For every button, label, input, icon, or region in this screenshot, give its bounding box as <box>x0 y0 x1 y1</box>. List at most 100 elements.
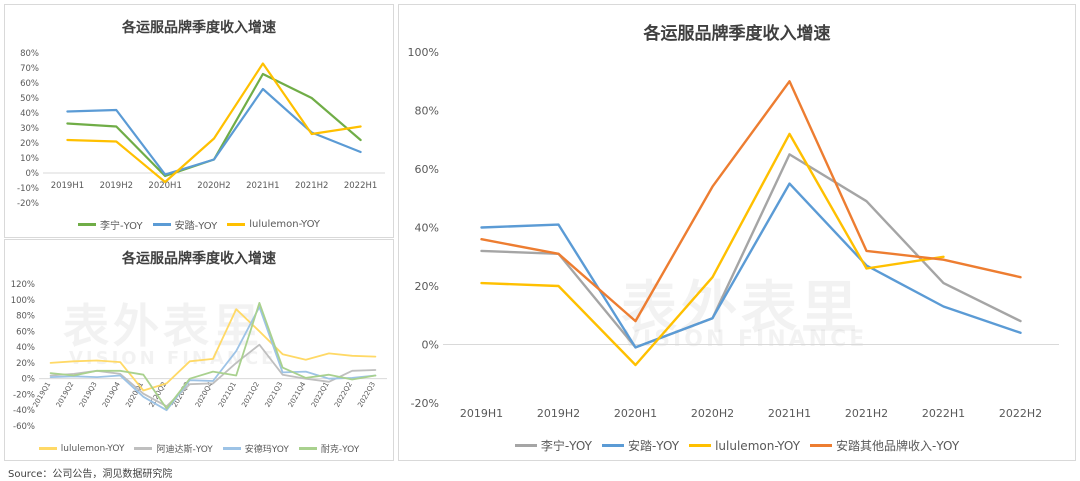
x-tick-label: 2021H2 <box>295 181 328 191</box>
x-tick-label: 2021H2 <box>845 407 888 420</box>
x-tick-label: 2021Q1 <box>217 381 238 409</box>
y-tick-label: 80% <box>415 104 439 117</box>
x-tick-label: 2022H1 <box>922 407 965 420</box>
x-tick-label: 2019H1 <box>460 407 503 420</box>
y-tick-label: 100% <box>408 46 439 59</box>
legend-item: 李宁-YOY <box>514 437 592 454</box>
legend-label: 阿迪达斯-YOY <box>156 445 213 455</box>
legend-label: lululemon-YOY <box>715 438 801 453</box>
chart-legend: 李宁-YOY 安踏-YOY lululemon-YOY 安踏其他品牌收入-YOY <box>399 437 1075 454</box>
series-line <box>66 72 362 178</box>
y-tick-label: 60% <box>20 79 39 89</box>
y-tick-label: 40% <box>20 109 39 119</box>
x-tick-label: 2021Q3 <box>264 381 285 409</box>
legend-item: 李宁-YOY <box>78 217 143 232</box>
series-line <box>49 308 377 392</box>
chart-panel-bottom-left: 表外表里 VISION FINANCE 各运服品牌季度收入增速 120% 100%… <box>4 239 394 461</box>
x-tick-label: 2019H2 <box>537 407 580 420</box>
y-tick-label: 120% <box>11 280 35 290</box>
legend-item: 安踏-YOY <box>152 217 218 232</box>
legend-swatch <box>134 447 153 450</box>
legend-swatch <box>227 223 246 226</box>
legend-label: 安踏-YOY <box>174 221 218 232</box>
chart-panel-top-left: 各运服品牌季度收入增速 80% 70% 60% 50% 40% 30% 20% 10% 0% -1… <box>4 4 394 238</box>
y-tick-label: 40% <box>16 343 35 353</box>
legend-item: 耐克-YOY <box>298 442 360 455</box>
x-tick-label: 2020H1 <box>614 407 657 420</box>
y-tick-label: 40% <box>415 221 439 234</box>
legend-label: 耐克-YOY <box>320 445 360 455</box>
y-tick-label: -10% <box>17 184 39 194</box>
y-tick-label: 100% <box>11 296 35 306</box>
legend-label: 李宁-YOY <box>100 221 143 232</box>
x-tick-label: 2019H2 <box>100 181 133 191</box>
legend-label: 安踏其他品牌收入-YOY <box>836 439 960 453</box>
legend-item: lululemon-YOY <box>227 219 320 230</box>
x-tick-label: 2021Q2 <box>240 381 261 409</box>
series-line <box>66 62 362 184</box>
chart-title: 各运服品牌季度收入增速 <box>122 251 276 267</box>
legend-item: 阿迪达斯-YOY <box>134 442 213 455</box>
y-tick-label: 10% <box>20 154 39 164</box>
y-tick-label: 20% <box>415 280 439 293</box>
chart-title: 各运服品牌季度收入增速 <box>643 24 831 44</box>
series-line <box>49 343 377 408</box>
x-tick-label: 2021H1 <box>768 407 811 420</box>
y-tick-label: -20% <box>411 397 439 410</box>
y-tick-label: 0% <box>26 169 40 179</box>
x-tick-label: 2022Q1 <box>310 381 331 409</box>
legend-label: lululemon-YOY <box>60 443 125 454</box>
legend-item: 安踏其他品牌收入-YOY <box>810 437 959 454</box>
legend-swatch <box>298 447 317 450</box>
x-tick-label: 2020H1 <box>148 181 181 191</box>
y-tick-label: -40% <box>13 406 35 416</box>
legend-item: lululemon-YOY <box>689 439 800 453</box>
legend-item: 安踏-YOY <box>601 437 680 454</box>
legend-swatch <box>222 447 241 450</box>
x-tick-label: 2019Q2 <box>55 381 76 409</box>
x-tick-label: 2022Q3 <box>356 381 377 409</box>
legend-swatch <box>152 223 171 226</box>
y-tick-label: 60% <box>415 163 439 176</box>
legend-swatch <box>514 444 537 447</box>
y-tick-label: 60% <box>16 327 35 337</box>
series-line <box>480 132 945 367</box>
source-note: Source：公司公告，洞见数据研究院 <box>8 469 173 480</box>
y-tick-label: 20% <box>20 139 39 149</box>
y-tick-label: -60% <box>13 422 35 432</box>
series-line <box>49 302 377 410</box>
legend-swatch <box>810 444 833 447</box>
series-line <box>480 80 1022 323</box>
chart-panel-right: 表外表里 VISION FINANCE 各运服品牌季度收入增速 100% 80% 6… <box>398 4 1076 461</box>
y-tick-label: 0% <box>22 375 36 385</box>
chart-title: 各运服品牌季度收入增速 <box>122 20 276 36</box>
y-tick-label: 30% <box>20 124 39 134</box>
legend-label: 安踏-YOY <box>627 439 680 453</box>
y-tick-label: -20% <box>13 390 35 400</box>
x-tick-label: 2020H2 <box>197 181 230 191</box>
chart-legend: lululemon-YOY 阿迪达斯-YOY 安德玛YOY 耐克-YOY <box>5 442 393 455</box>
legend-item: 安德玛YOY <box>222 442 289 455</box>
x-tick-label: 2022Q2 <box>333 381 354 409</box>
chart-legend: 李宁-YOY 安踏-YOY lululemon-YOY <box>5 217 393 232</box>
series-line <box>480 182 1022 349</box>
legend-swatch <box>38 447 57 450</box>
legend-label: 李宁-YOY <box>540 439 592 453</box>
legend-label: 安德玛YOY <box>244 445 289 455</box>
line-chart-h1: 80% 70% 60% 50% 40% 30% 20% 10% 0% -10% -20% 2019H1… <box>17 49 385 209</box>
x-tick-label: 2022H1 <box>344 181 377 191</box>
x-tick-label: 2022H2 <box>999 407 1042 420</box>
y-tick-label: -20% <box>17 199 39 209</box>
line-chart-main: 100% 80% 60% 40% 20% 0% -20% 2019H1 2019H2 2020H1… <box>408 46 1059 420</box>
y-tick-label: 70% <box>20 64 39 74</box>
x-tick-label: 2019Q3 <box>78 381 99 409</box>
y-tick-label: 80% <box>20 49 39 59</box>
x-tick-label: 2019H1 <box>51 181 84 191</box>
legend-swatch <box>78 223 96 226</box>
x-tick-label: 2021H1 <box>246 181 279 191</box>
y-tick-label: 20% <box>16 359 35 369</box>
y-tick-label: 80% <box>16 312 35 322</box>
y-tick-label: 50% <box>20 94 39 104</box>
legend-label: lululemon-YOY <box>249 219 320 230</box>
line-chart-quarterly: 120%100%80%60%40%20%0%-20%-40%-60%2019Q1… <box>11 280 387 432</box>
